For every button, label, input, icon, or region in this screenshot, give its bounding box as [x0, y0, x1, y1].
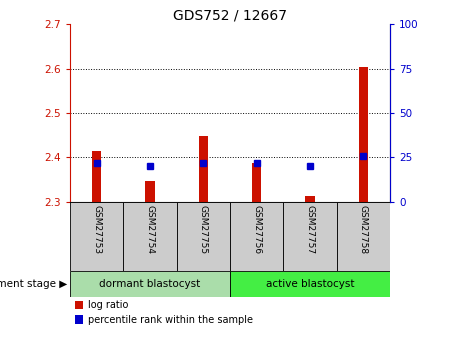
Text: active blastocyst: active blastocyst	[266, 279, 354, 289]
Bar	[177, 202, 230, 271]
Bar	[145, 180, 155, 202]
Bar	[252, 163, 262, 202]
Text: development stage ▶: development stage ▶	[0, 279, 68, 289]
Text: GSM27754: GSM27754	[146, 205, 154, 254]
Bar	[230, 271, 390, 297]
Bar	[283, 202, 337, 271]
Bar	[359, 67, 368, 202]
Text: GSM27758: GSM27758	[359, 205, 368, 254]
Text: percentile rank within the sample: percentile rank within the sample	[87, 315, 253, 325]
Bar	[75, 301, 83, 309]
Text: GSM27753: GSM27753	[92, 205, 101, 254]
Text: log ratio: log ratio	[87, 300, 128, 310]
Text: GSM27757: GSM27757	[306, 205, 314, 254]
Bar	[198, 136, 208, 202]
Text: GSM27755: GSM27755	[199, 205, 208, 254]
Bar	[70, 202, 123, 271]
Title: GDS752 / 12667: GDS752 / 12667	[173, 9, 287, 23]
Bar	[92, 151, 101, 202]
Bar	[230, 202, 283, 271]
Bar	[75, 315, 83, 324]
Bar	[305, 196, 315, 202]
Bar	[70, 271, 230, 297]
Text: GSM27756: GSM27756	[252, 205, 261, 254]
Bar	[123, 202, 177, 271]
Bar	[337, 202, 390, 271]
Text: dormant blastocyst: dormant blastocyst	[99, 279, 201, 289]
